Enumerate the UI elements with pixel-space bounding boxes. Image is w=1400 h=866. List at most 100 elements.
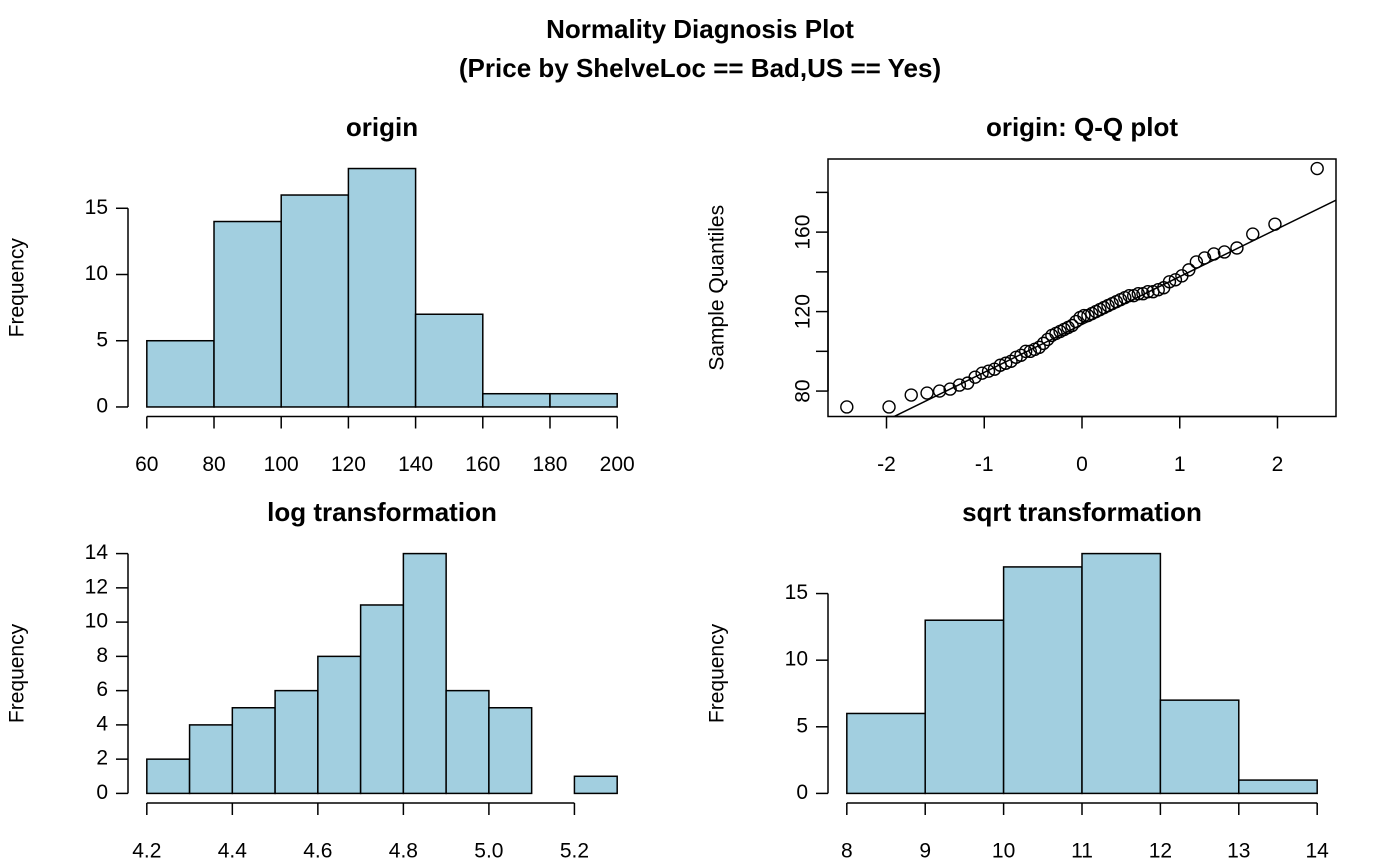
bar [231,707,276,795]
point [1207,247,1221,261]
y-tick-label: 160 [792,215,815,250]
y-tick-label: 2 [96,747,108,770]
x-tick-label: 0 [1076,453,1088,476]
panel-title: sqrt transformation [962,497,1202,527]
bar [146,339,215,408]
y-tick-label: 80 [792,379,815,402]
panel: origin: Q-Q plot Sample Quantiles -2 -1 0 1 2 8… [706,112,1337,476]
y-tick-label: 15 [785,581,808,604]
bar [274,689,319,795]
y-tick-label: 15 [85,196,108,219]
y-tick-label: 10 [785,648,808,671]
bar [188,724,234,795]
point [1197,251,1212,265]
y-axis-label: Frequency [706,623,729,723]
figure-subtitle: (Price by ShelveLoc == Bad,US == Yes) [459,53,941,83]
x-tick-label: 13 [1227,840,1250,863]
point [1014,348,1028,363]
x-tick-label: 160 [465,453,500,476]
y-axis-label: Frequency [6,238,29,338]
bar [1002,566,1083,795]
point [1162,275,1177,289]
x-tick-label: 8 [841,840,853,863]
point [1182,263,1196,277]
bar [317,655,362,795]
panel-title: origin [346,112,418,142]
point [981,364,996,378]
y-tick-label: 5 [96,328,108,351]
point [882,400,896,414]
bar [573,775,618,795]
point [840,400,854,414]
point [1268,217,1282,231]
y-tick-label: 10 [85,610,108,633]
y-tick-label: 8 [96,644,108,667]
x-tick-label: 200 [600,453,635,476]
bar [924,619,1005,795]
y-tick-label: 4 [96,712,108,735]
y-tick-label: 14 [85,541,109,564]
point [975,366,989,380]
x-tick-label: 12 [1149,840,1172,863]
bar [359,604,405,795]
x-tick-label: -2 [877,453,896,476]
x-tick-label: 100 [264,453,299,476]
x-tick-label: 1 [1174,453,1186,476]
bar [414,313,484,408]
bar [445,689,490,795]
point [920,386,934,400]
y-tick-label: 10 [85,262,108,285]
panel-title: origin: Q-Q plot [986,112,1178,142]
x-tick-label: 4.4 [218,840,248,863]
y-tick-label: 0 [96,781,108,804]
point [1189,255,1204,269]
point [1036,336,1051,351]
point [1168,273,1183,287]
bar [402,552,447,795]
bar [1238,779,1318,795]
bar [1159,699,1240,795]
y-tick-label: 120 [792,294,815,329]
x-tick-label: 2 [1272,453,1284,476]
x-tick-label: -1 [975,453,994,476]
point [1310,161,1324,176]
point [952,378,967,392]
y-tick-label: 6 [96,678,108,701]
x-tick-label: 5.0 [474,840,503,863]
y-tick-label: 0 [796,781,808,804]
bar [1081,552,1162,795]
x-tick-label: 180 [532,453,567,476]
point [1032,340,1046,355]
plot-frame [827,158,1337,418]
bar [213,220,282,408]
bar [488,707,533,795]
bar [846,712,926,795]
point [1246,227,1260,241]
x-tick-label: 11 [1071,840,1093,863]
bar [280,194,350,408]
point [1077,308,1091,323]
figure-title: Normality Diagnosis Plot [546,14,854,44]
point [968,370,982,384]
point [932,384,947,398]
x-tick-label: 4.2 [132,840,161,863]
panel: log transformation Frequency 4.2 4.4 4.6 4.8 5… [6,497,618,863]
panel-title: log transformation [267,497,497,527]
point [1217,245,1232,259]
x-tick-label: 4.6 [303,840,332,863]
point [1065,318,1079,333]
panel: sqrt transformation Frequency 8 9 10 11 12 13 14… [706,497,1330,863]
point [904,388,918,402]
x-tick-label: 10 [992,840,1015,863]
point [1141,285,1155,299]
y-axis-label: Sample Quantiles [706,205,729,371]
point [1131,287,1146,301]
bar [482,392,551,408]
y-tick-label: 5 [796,714,808,737]
y-axis-label: Frequency [6,623,29,723]
x-tick-label: 14 [1306,840,1330,863]
point [943,382,957,396]
x-tick-label: 80 [202,453,225,476]
x-tick-label: 60 [135,453,158,476]
y-tick-label: 0 [96,395,108,418]
